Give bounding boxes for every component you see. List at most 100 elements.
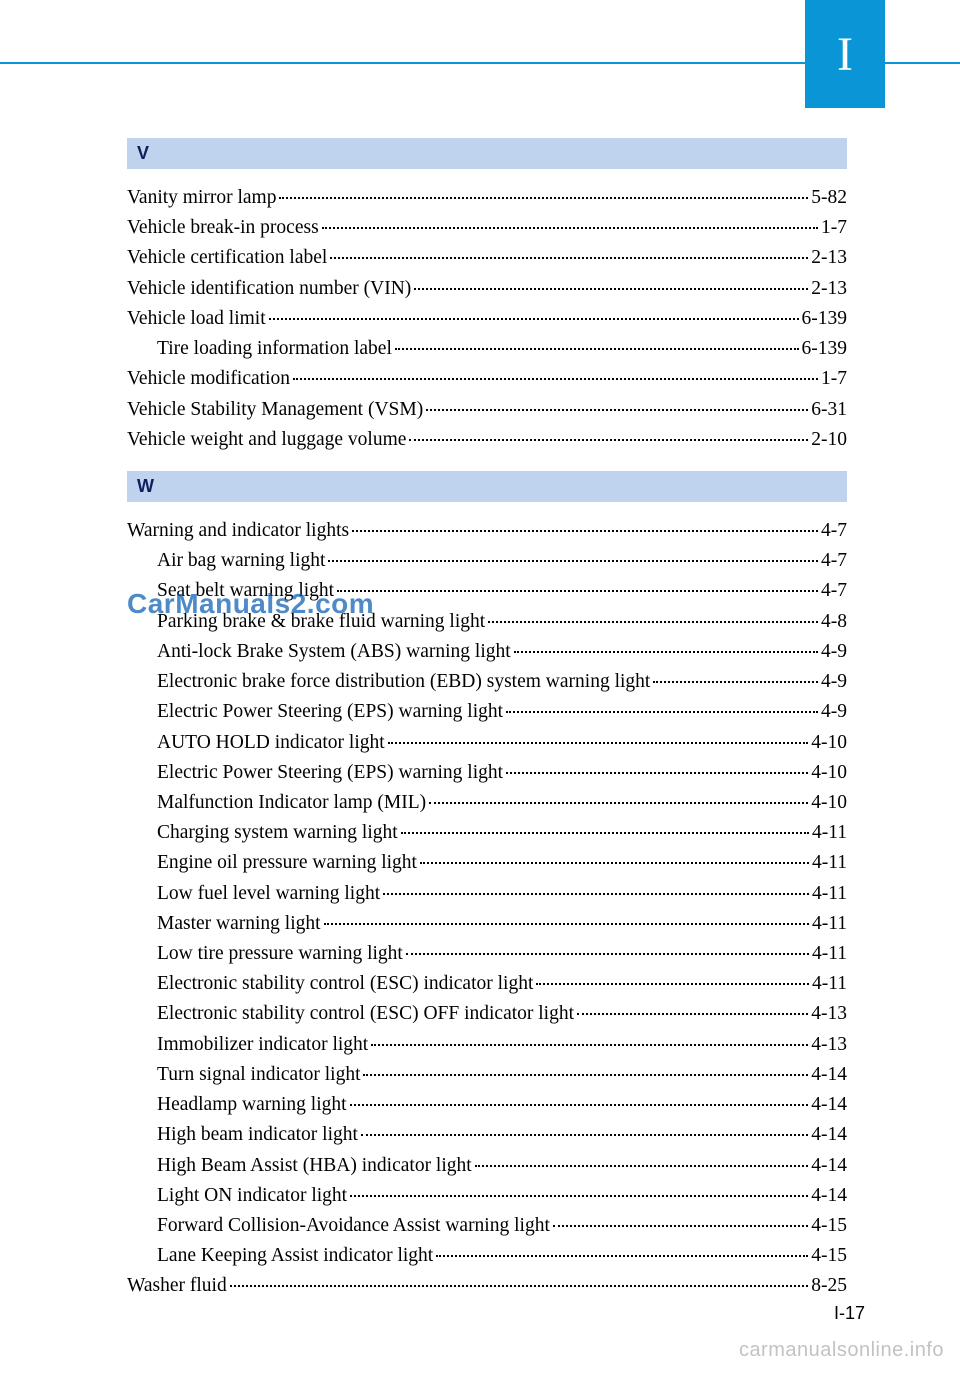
dot-leader bbox=[293, 378, 818, 380]
index-entry: Master warning light 4-11 bbox=[127, 909, 847, 939]
index-entry-page: 8-25 bbox=[811, 1271, 847, 1301]
index-content: VVanity mirror lamp5-82Vehicle break-in … bbox=[127, 138, 847, 1302]
index-entry-label: AUTO HOLD indicator light bbox=[157, 728, 385, 758]
dot-leader bbox=[350, 1195, 808, 1197]
index-entry-page: 4-8 bbox=[821, 607, 847, 637]
index-entry: Headlamp warning light 4-14 bbox=[127, 1090, 847, 1120]
index-entry: AUTO HOLD indicator light 4-10 bbox=[127, 728, 847, 758]
dot-leader bbox=[414, 288, 808, 290]
index-entry-label: Parking brake & brake fluid warning ligh… bbox=[157, 607, 485, 637]
index-entry-page: 2-10 bbox=[811, 425, 847, 455]
index-entry: Vehicle identification number (VIN)2-13 bbox=[127, 274, 847, 304]
dot-leader bbox=[506, 772, 808, 774]
index-entry-page: 4-7 bbox=[821, 516, 847, 546]
index-entry: Forward Collision-Avoidance Assist warni… bbox=[127, 1211, 847, 1241]
index-entry: Engine oil pressure warning light 4-11 bbox=[127, 848, 847, 878]
index-entry: Charging system warning light 4-11 bbox=[127, 818, 847, 848]
dot-leader bbox=[420, 862, 809, 864]
dot-leader bbox=[371, 1044, 808, 1046]
index-entry-label: Master warning light bbox=[157, 909, 321, 939]
dot-leader bbox=[536, 983, 809, 985]
index-entry-page: 4-10 bbox=[811, 728, 847, 758]
index-entry: Parking brake & brake fluid warning ligh… bbox=[127, 607, 847, 637]
index-entry-label: Washer fluid bbox=[127, 1271, 227, 1301]
index-entry-page: 4-14 bbox=[811, 1090, 847, 1120]
index-entry-label: Turn signal indicator light bbox=[157, 1060, 360, 1090]
index-entry-page: 6-139 bbox=[802, 334, 848, 364]
dot-leader bbox=[406, 953, 809, 955]
index-entry-page: 2-13 bbox=[811, 243, 847, 273]
index-entry-page: 4-10 bbox=[811, 788, 847, 818]
index-entry-label: High Beam Assist (HBA) indicator light bbox=[157, 1151, 472, 1181]
index-entry-label: Headlamp warning light bbox=[157, 1090, 347, 1120]
dot-leader bbox=[436, 1255, 808, 1257]
dot-leader bbox=[330, 257, 808, 259]
index-entry-label: Vanity mirror lamp bbox=[127, 183, 276, 213]
index-entry: Vehicle break-in process1-7 bbox=[127, 213, 847, 243]
index-entry-label: Electronic stability control (ESC) indic… bbox=[157, 969, 533, 999]
index-entry: Low fuel level warning light 4-11 bbox=[127, 879, 847, 909]
index-entry-label: Anti-lock Brake System (ABS) warning lig… bbox=[157, 637, 511, 667]
index-entry-page: 4-11 bbox=[812, 969, 847, 999]
index-entry: Low tire pressure warning light 4-11 bbox=[127, 939, 847, 969]
index-entry: Electric Power Steering (EPS) warning li… bbox=[127, 697, 847, 727]
index-entry-label: Electronic stability control (ESC) OFF i… bbox=[157, 999, 574, 1029]
index-entry-label: High beam indicator light bbox=[157, 1120, 358, 1150]
index-entry-page: 4-13 bbox=[811, 999, 847, 1029]
index-entry-page: 4-11 bbox=[812, 848, 847, 878]
index-entry-label: Electronic brake force distribution (EBD… bbox=[157, 667, 650, 697]
index-entry-label: Vehicle load limit bbox=[127, 304, 266, 334]
dot-leader bbox=[352, 530, 818, 532]
dot-leader bbox=[350, 1104, 809, 1106]
index-entry-label: Vehicle modification bbox=[127, 364, 290, 394]
index-entry-label: Seat belt warning light bbox=[157, 576, 334, 606]
index-entry-label: Warning and indicator lights bbox=[127, 516, 349, 546]
footer-watermark: carmanualsonline.info bbox=[739, 1339, 944, 1362]
index-entry-label: Forward Collision-Avoidance Assist warni… bbox=[157, 1211, 550, 1241]
section-header-v: V bbox=[127, 138, 847, 169]
dot-leader bbox=[363, 1074, 808, 1076]
index-entry: Vehicle modification 1-7 bbox=[127, 364, 847, 394]
index-entry: Turn signal indicator light 4-14 bbox=[127, 1060, 847, 1090]
index-entry: High Beam Assist (HBA) indicator light 4… bbox=[127, 1151, 847, 1181]
index-entry-label: Vehicle certification label bbox=[127, 243, 327, 273]
index-entry-page: 1-7 bbox=[821, 213, 847, 243]
index-entry-page: 4-14 bbox=[811, 1181, 847, 1211]
index-entry-label: Vehicle weight and luggage volume bbox=[127, 425, 406, 455]
index-entry-page: 4-15 bbox=[811, 1241, 847, 1271]
dot-leader bbox=[488, 621, 818, 623]
index-entry: Warning and indicator lights 4-7 bbox=[127, 516, 847, 546]
index-entry-page: 4-10 bbox=[811, 758, 847, 788]
dot-leader bbox=[388, 742, 809, 744]
index-entry: Light ON indicator light 4-14 bbox=[127, 1181, 847, 1211]
dot-leader bbox=[322, 227, 818, 229]
index-entry: Tire loading information label 6-139 bbox=[127, 334, 847, 364]
dot-leader bbox=[324, 923, 809, 925]
section-header-w: W bbox=[127, 471, 847, 502]
index-entry-label: Vehicle Stability Management (VSM) bbox=[127, 395, 423, 425]
dot-leader bbox=[409, 439, 808, 441]
index-entry: Air bag warning light 4-7 bbox=[127, 546, 847, 576]
index-entry: Vehicle certification label 2-13 bbox=[127, 243, 847, 273]
index-entry: Anti-lock Brake System (ABS) warning lig… bbox=[127, 637, 847, 667]
index-entry: Vehicle load limit6-139 bbox=[127, 304, 847, 334]
index-entry-page: 4-14 bbox=[811, 1151, 847, 1181]
index-entry-page: 4-11 bbox=[812, 879, 847, 909]
index-entry: Washer fluid 8-25 bbox=[127, 1271, 847, 1301]
index-entry-page: 4-11 bbox=[812, 818, 847, 848]
index-entry-label: Low fuel level warning light bbox=[157, 879, 380, 909]
dot-leader bbox=[279, 197, 808, 199]
index-entry: Malfunction Indicator lamp (MIL) 4-10 bbox=[127, 788, 847, 818]
index-entry-page: 6-31 bbox=[811, 395, 847, 425]
index-entry-page: 4-7 bbox=[821, 546, 847, 576]
index-entry-label: Light ON indicator light bbox=[157, 1181, 347, 1211]
index-entry-label: Engine oil pressure warning light bbox=[157, 848, 417, 878]
index-entry-label: Air bag warning light bbox=[157, 546, 325, 576]
index-entry: Vehicle weight and luggage volume 2-10 bbox=[127, 425, 847, 455]
dot-leader bbox=[506, 711, 818, 713]
index-entry-page: 1-7 bbox=[821, 364, 847, 394]
index-entry: Electronic stability control (ESC) indic… bbox=[127, 969, 847, 999]
index-entry-page: 4-7 bbox=[821, 576, 847, 606]
index-tab-letter: I bbox=[837, 27, 853, 82]
index-entry: Vehicle Stability Management (VSM) 6-31 bbox=[127, 395, 847, 425]
